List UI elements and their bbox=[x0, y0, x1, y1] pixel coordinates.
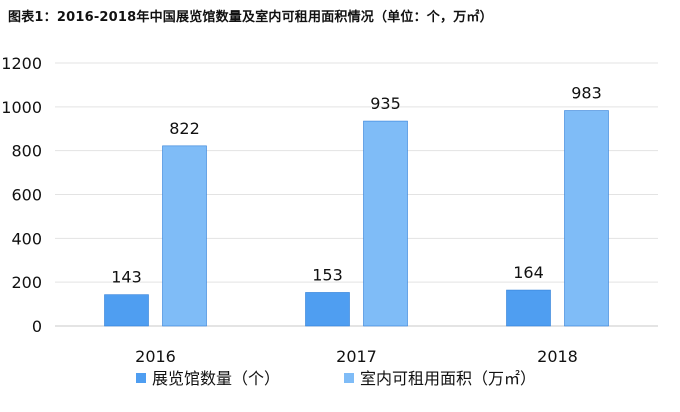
bar bbox=[305, 292, 350, 327]
x-tick-label: 2018 bbox=[537, 347, 578, 366]
y-tick-label: 400 bbox=[11, 229, 42, 248]
y-tick-label: 600 bbox=[11, 186, 42, 205]
y-tick-label: 0 bbox=[32, 317, 42, 336]
y-tick-label: 1200 bbox=[1, 54, 42, 73]
data-label: 153 bbox=[312, 265, 343, 284]
data-label: 935 bbox=[370, 94, 401, 113]
y-tick-label: 1000 bbox=[1, 98, 42, 117]
bar bbox=[506, 289, 551, 327]
legend-swatch bbox=[136, 373, 146, 383]
bar bbox=[104, 294, 149, 327]
legend-swatch bbox=[344, 373, 354, 383]
legend-label: 展览馆数量（个） bbox=[152, 369, 280, 388]
legend-label: 室内可租用面积（万㎡） bbox=[360, 369, 536, 388]
x-tick-label: 2016 bbox=[135, 347, 176, 366]
bar bbox=[162, 145, 207, 327]
bar bbox=[363, 120, 408, 327]
chart-title: 图表1：2016-2018年中国展览馆数量及室内可租用面积情况（单位：个，万㎡） bbox=[8, 10, 493, 25]
x-tick-label: 2017 bbox=[336, 347, 377, 366]
data-label: 143 bbox=[111, 268, 142, 287]
y-tick-label: 200 bbox=[11, 273, 42, 292]
data-label: 822 bbox=[169, 119, 200, 138]
data-label: 164 bbox=[513, 263, 544, 282]
y-tick-label: 800 bbox=[11, 142, 42, 161]
data-label: 983 bbox=[571, 84, 602, 103]
bar bbox=[564, 110, 609, 327]
